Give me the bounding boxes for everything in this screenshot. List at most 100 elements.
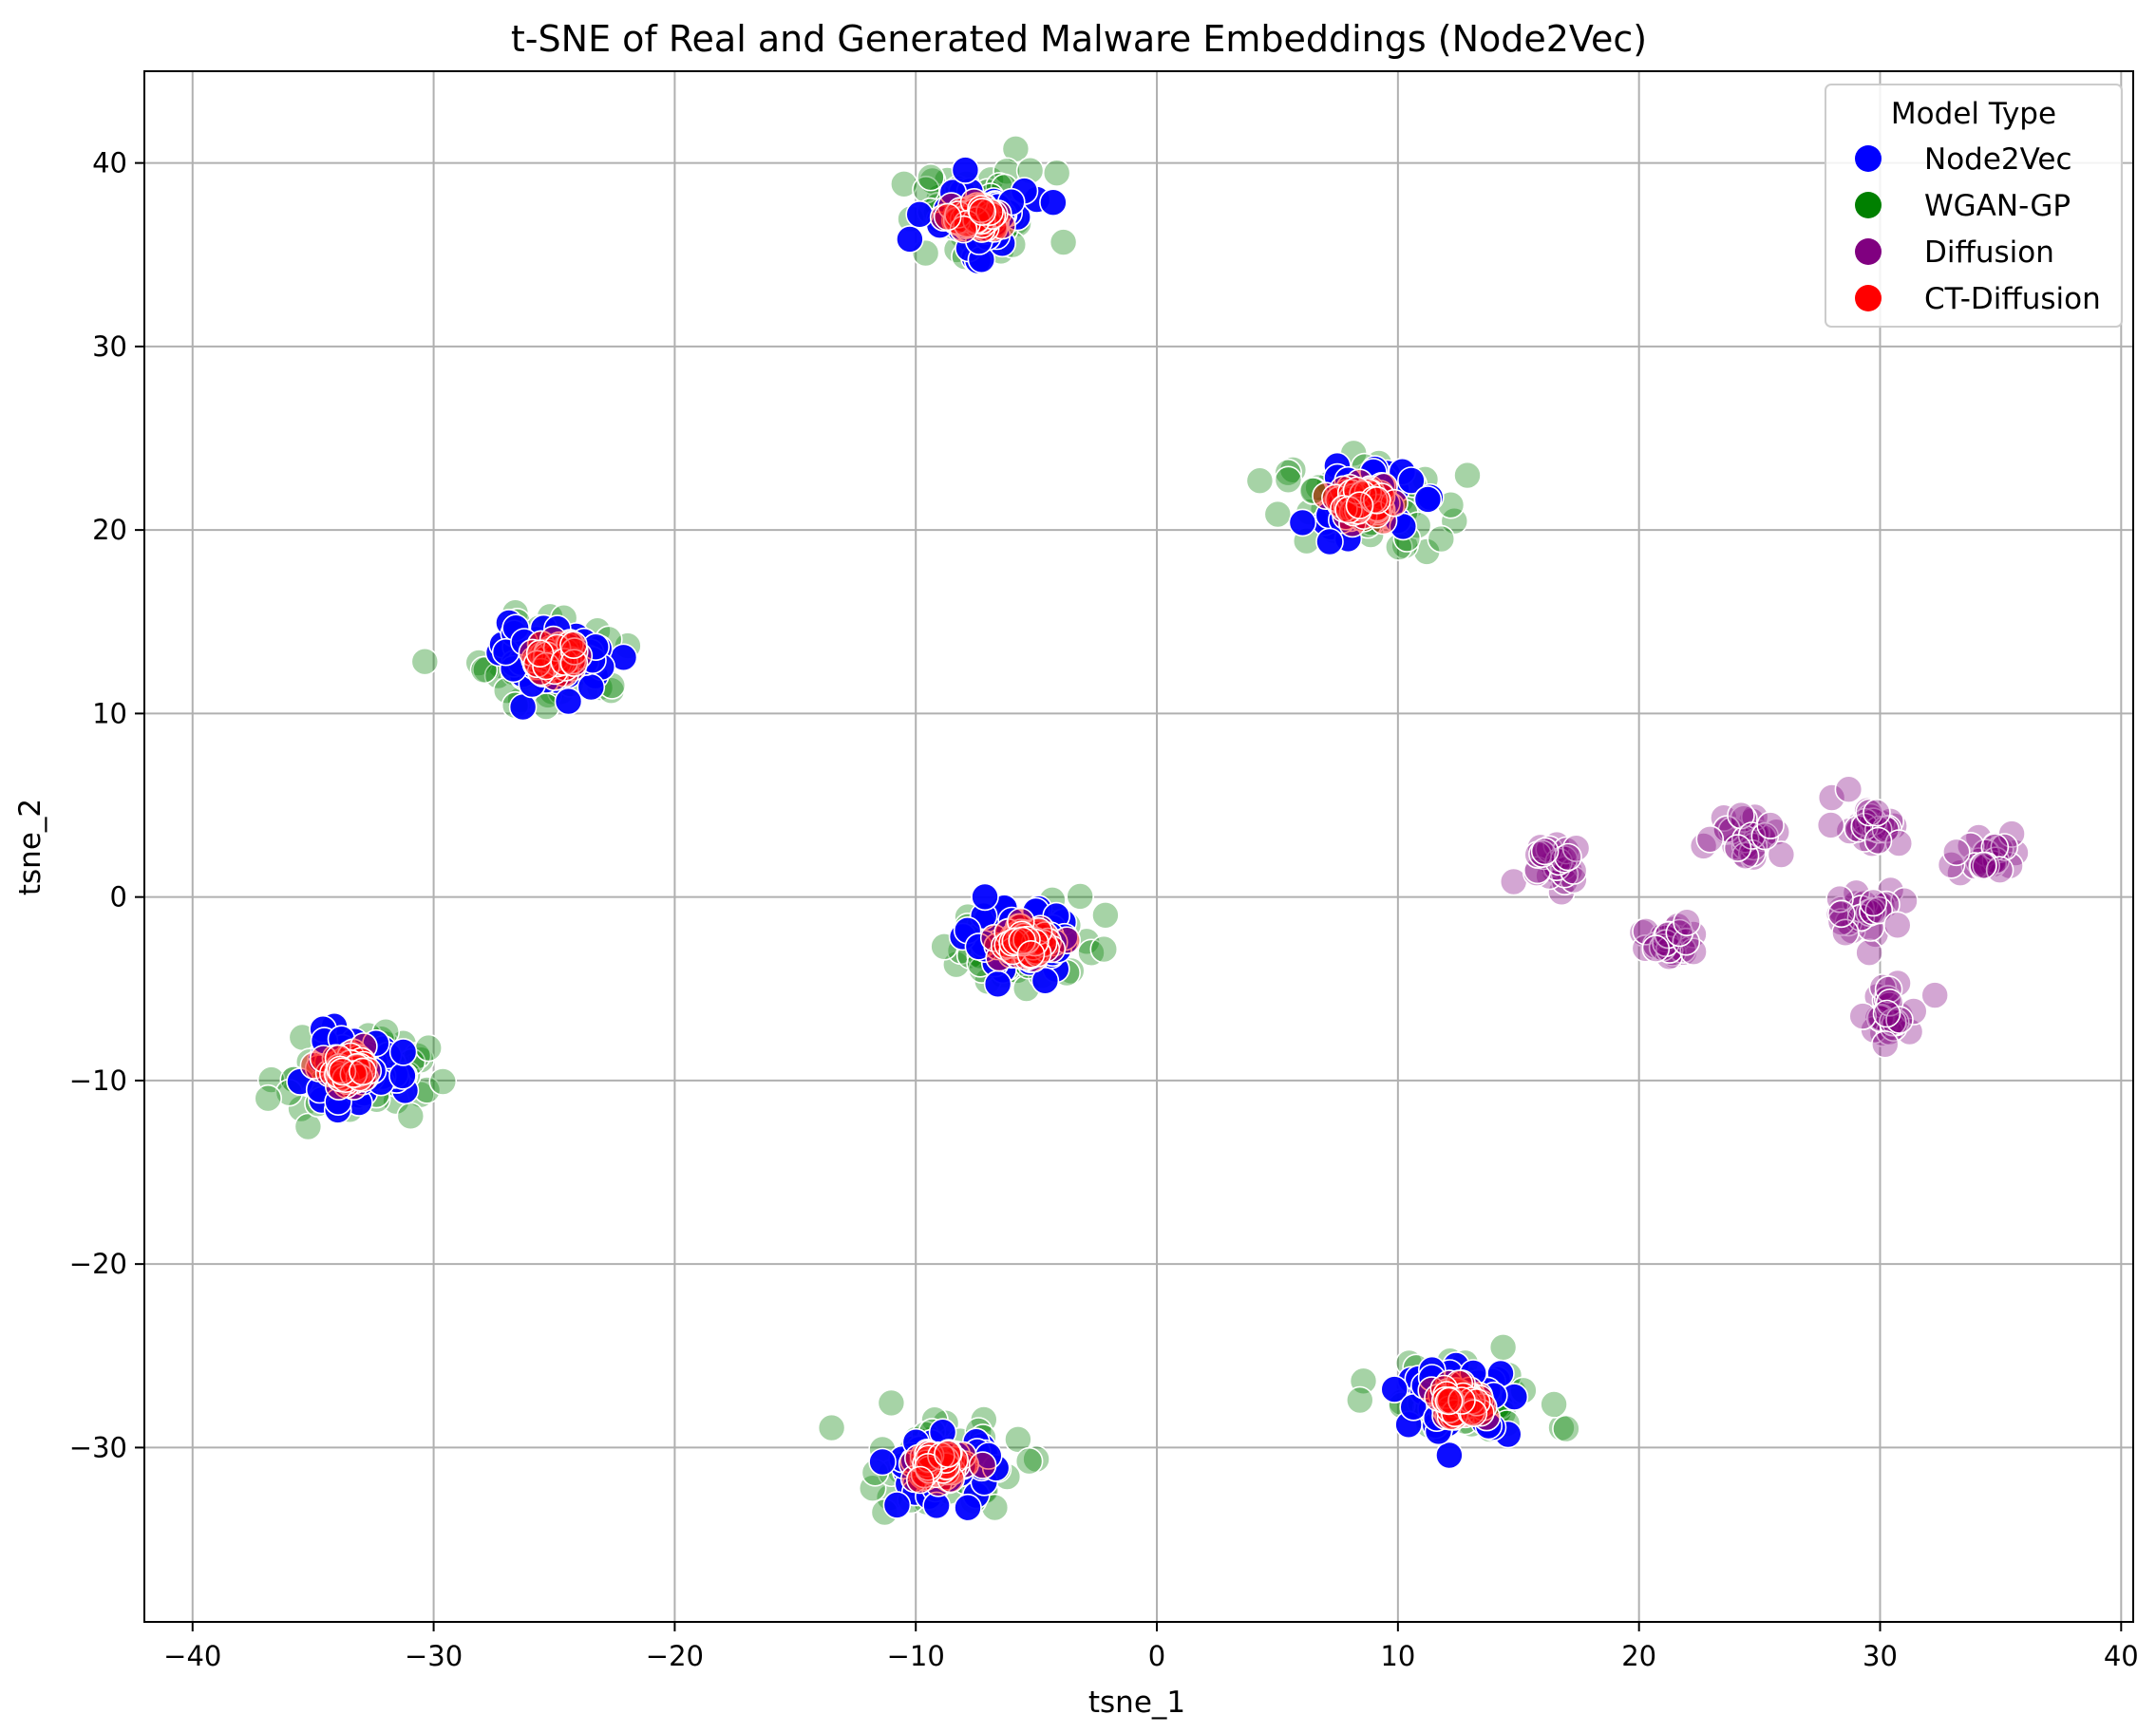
data-point-wgan-gp: [1274, 458, 1302, 487]
y-axis-label: tsne_2: [13, 799, 47, 895]
data-point-ct-diffusion: [1008, 926, 1036, 955]
data-point-wgan-gp: [889, 170, 918, 198]
data-point-wgan-gp: [414, 1033, 444, 1063]
data-point-ct-diffusion: [1436, 1403, 1466, 1431]
data-point-ct-diffusion: [933, 202, 962, 232]
data-point-node2vec: [388, 1062, 417, 1090]
data-point-diffusion: [1554, 842, 1582, 872]
data-point-diffusion: [1767, 840, 1796, 869]
legend: Model Type Node2Vec WGAN-GP Diffusion CT…: [1825, 84, 2123, 328]
data-point-diffusion: [1864, 895, 1894, 925]
chart-title: t-SNE of Real and Generated Malware Embe…: [511, 18, 1647, 60]
legend-marker-ct-diffusion: [1855, 285, 1882, 311]
data-point-diffusion: [1872, 999, 1901, 1028]
data-point-node2vec: [971, 882, 999, 912]
data-point-diffusion: [1855, 798, 1883, 827]
legend-marker-node2vec: [1855, 145, 1882, 172]
data-point-ct-diffusion: [550, 648, 578, 676]
legend-marker-wgan-gp: [1855, 192, 1882, 218]
data-point-wgan-gp: [1552, 1414, 1580, 1443]
scatter-points: [254, 135, 2030, 1527]
data-point-node2vec: [1288, 508, 1317, 537]
data-point-diffusion: [1871, 1030, 1900, 1059]
x-axis-label: tsne_1: [1088, 1686, 1185, 1720]
data-point-wgan-gp: [1488, 1333, 1518, 1362]
data-point-diffusion: [1883, 911, 1912, 940]
data-point-node2vec: [954, 1493, 982, 1522]
data-point-ct-diffusion: [967, 195, 995, 223]
y-tick-label: 0: [110, 881, 127, 914]
data-point-ct-diffusion: [1380, 488, 1409, 518]
data-point-wgan-gp: [396, 1102, 426, 1131]
data-point-node2vec: [1380, 1375, 1409, 1403]
data-point-wgan-gp: [1089, 934, 1119, 964]
data-point-wgan-gp: [1427, 524, 1456, 554]
x-tick-label: −30: [405, 1640, 463, 1672]
data-point-diffusion: [1679, 937, 1708, 967]
data-point-node2vec: [882, 1491, 912, 1519]
data-point-wgan-gp: [817, 1413, 846, 1442]
data-point-node2vec: [554, 687, 583, 716]
data-point-ct-diffusion: [1345, 491, 1374, 520]
legend-marker-diffusion: [1855, 238, 1882, 265]
data-point-diffusion: [1816, 811, 1845, 839]
data-point-ct-diffusion: [934, 1440, 962, 1468]
x-tick-label: 0: [1148, 1640, 1165, 1672]
data-point-ct-diffusion: [559, 631, 588, 660]
legend-entry-diffusion: Diffusion: [1855, 235, 2054, 270]
legend-box: [1825, 84, 2123, 328]
data-point-diffusion: [1530, 837, 1560, 866]
axes-frame: [143, 70, 2134, 1623]
legend-label-diffusion: Diffusion: [1924, 235, 2054, 270]
legend-entry-ct-diffusion: CT-Diffusion: [1855, 282, 2101, 316]
y-axis-ticks: −30 −20 −10 0 10 20 30 40: [69, 147, 144, 1463]
data-point-diffusion: [1547, 877, 1576, 907]
data-point-ct-diffusion: [914, 1453, 942, 1481]
data-point-wgan-gp: [1346, 1385, 1374, 1415]
data-point-wgan-gp: [1540, 1390, 1568, 1419]
x-axis-ticks: −40 −30 −20 −10 0 10 20 30 40: [163, 1622, 2139, 1672]
data-point-node2vec: [1397, 466, 1426, 495]
data-point-diffusion: [1863, 826, 1893, 856]
data-point-diffusion: [1695, 824, 1725, 854]
data-point-wgan-gp: [1042, 159, 1071, 187]
data-point-node2vec: [1435, 1441, 1464, 1470]
data-point-ct-diffusion: [968, 198, 996, 226]
data-point-diffusion: [1842, 878, 1871, 908]
data-point-diffusion: [1825, 884, 1854, 914]
legend-label-wgan-gp: WGAN-GP: [1924, 189, 2071, 223]
data-point-diffusion: [1863, 798, 1891, 827]
data-point-wgan-gp: [1091, 900, 1120, 930]
data-point-wgan-gp: [1274, 465, 1303, 495]
legend-label-ct-diffusion: CT-Diffusion: [1924, 282, 2101, 316]
data-point-ct-diffusion: [324, 1060, 352, 1089]
legend-entry-node2vec: Node2Vec: [1855, 142, 2072, 177]
data-point-diffusion: [1990, 833, 2019, 861]
y-tick-label: −20: [69, 1248, 127, 1280]
data-point-wgan-gp: [1014, 1446, 1044, 1476]
data-point-ct-diffusion: [525, 639, 555, 669]
x-tick-label: 40: [2104, 1640, 2139, 1672]
y-tick-label: 10: [92, 697, 127, 729]
data-point-node2vec: [951, 156, 980, 184]
data-point-wgan-gp: [410, 647, 440, 676]
data-point-diffusion: [1723, 834, 1752, 862]
data-point-node2vec: [868, 1447, 897, 1477]
data-point-diffusion: [1673, 908, 1701, 937]
data-point-ct-diffusion: [905, 1465, 935, 1495]
data-point-diffusion: [1523, 856, 1552, 885]
data-point-diffusion: [1756, 811, 1785, 839]
data-point-ct-diffusion: [328, 1057, 357, 1086]
data-point-node2vec: [1413, 485, 1443, 514]
data-point-node2vec: [388, 1038, 418, 1066]
legend-label-node2vec: Node2Vec: [1924, 142, 2072, 177]
x-tick-label: −40: [163, 1640, 221, 1672]
data-point-node2vec: [983, 970, 1012, 999]
series-diffusion: [1499, 775, 2030, 1059]
data-point-wgan-gp: [254, 1083, 283, 1113]
data-point-ct-diffusion: [348, 1057, 377, 1086]
data-point-wgan-gp: [1066, 882, 1094, 911]
data-point-diffusion: [1641, 934, 1671, 963]
series-wgan-gp: [254, 135, 1580, 1527]
